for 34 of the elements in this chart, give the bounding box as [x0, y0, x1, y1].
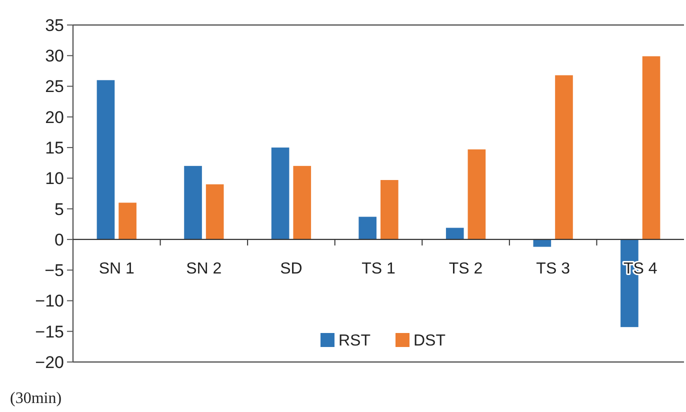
- x-tick-label: TS 2: [448, 260, 483, 278]
- legend-label: DST: [414, 332, 446, 350]
- text: (30min): [10, 390, 62, 407]
- bar: [468, 149, 486, 240]
- y-tick-label: 10: [45, 169, 64, 188]
- bar: [96, 80, 115, 240]
- y-tick-label: 5: [54, 200, 64, 219]
- x-tick-label: TS 3: [536, 260, 570, 278]
- bar: [184, 166, 202, 240]
- y-tick-label: 30: [45, 46, 64, 66]
- x-tick-label: TS 1: [362, 260, 396, 278]
- y-tick-label: 25: [45, 77, 64, 96]
- y-tick-label: 0: [54, 230, 64, 250]
- y-tick-label: −20: [35, 352, 64, 372]
- y-tick-label: 15: [45, 138, 64, 158]
- bar: [118, 202, 136, 240]
- y-tick-label: −5: [44, 261, 64, 280]
- bar: [533, 239, 552, 247]
- x-tick-label: SN 1: [98, 260, 135, 278]
- x-tick-label: SD: [280, 260, 302, 278]
- y-tick-label: −15: [35, 322, 64, 342]
- legend-label: RST: [338, 332, 371, 350]
- x-tick-label: SN 2: [186, 260, 222, 278]
- y-tick-label: −10: [35, 292, 64, 311]
- bar: [293, 166, 312, 240]
- bar: [271, 148, 290, 240]
- bar: [206, 184, 224, 240]
- bar: [446, 228, 464, 240]
- bar: [380, 180, 398, 240]
- bar: [555, 75, 573, 240]
- bar: [642, 56, 660, 240]
- y-tick-label: 20: [45, 108, 64, 127]
- bar: [358, 216, 376, 240]
- y-tick-label: 35: [45, 16, 64, 35]
